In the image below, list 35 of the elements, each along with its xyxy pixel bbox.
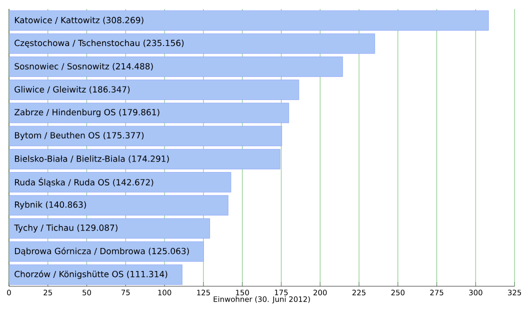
y-tick-label: Ruda Śląska / Ruda OS — [14, 177, 110, 187]
y-tick-label: Sosnowiec / Sosnowitz — [14, 62, 110, 70]
bar — [8, 33, 376, 54]
data-label: (214.488) — [112, 62, 153, 70]
data-label: (235.156) — [144, 40, 184, 48]
bar — [8, 10, 489, 30]
bar — [8, 218, 210, 239]
y-tick-label: Bielsko-Biała / Bielitz-Biala — [14, 155, 125, 163]
data-label: (174.291) — [128, 155, 169, 163]
data-label: (129.087) — [77, 224, 118, 232]
bar — [8, 56, 343, 77]
bar — [8, 195, 228, 216]
data-label: (125.063) — [148, 248, 189, 256]
data-label: (175.377) — [104, 132, 144, 140]
y-tick-label: Tychy / Tichau — [14, 224, 74, 232]
y-tick-label: Częstochowa / Tschenstochau — [14, 40, 140, 48]
data-label: (142.672) — [113, 178, 154, 186]
bar — [8, 148, 280, 170]
data-label: (111.314) — [127, 270, 168, 278]
data-label: (186.347) — [90, 86, 130, 94]
y-tick-label: Rybnik — [14, 201, 43, 210]
bar — [8, 126, 282, 146]
bar — [8, 102, 289, 124]
y-tick-label: Chorzów / Königshütte OS — [14, 270, 124, 279]
bar — [8, 264, 182, 285]
y-tick-label: Bytom / Beuthen OS — [14, 132, 100, 140]
y-tick-label: Zabrze / Hindenburg OS — [14, 108, 116, 117]
y-tick-label: Dąbrowa Górnicza / Dombrowa — [14, 247, 145, 256]
data-label: (140.863) — [46, 201, 86, 209]
y-tick-label: Gliwice / Gleiwitz — [14, 86, 86, 94]
bar — [8, 172, 232, 192]
data-label: (179.861) — [119, 108, 160, 116]
y-tick-label: Katowice / Kattowitz — [14, 16, 100, 24]
bar — [8, 80, 300, 100]
data-label: (308.269) — [103, 16, 144, 24]
